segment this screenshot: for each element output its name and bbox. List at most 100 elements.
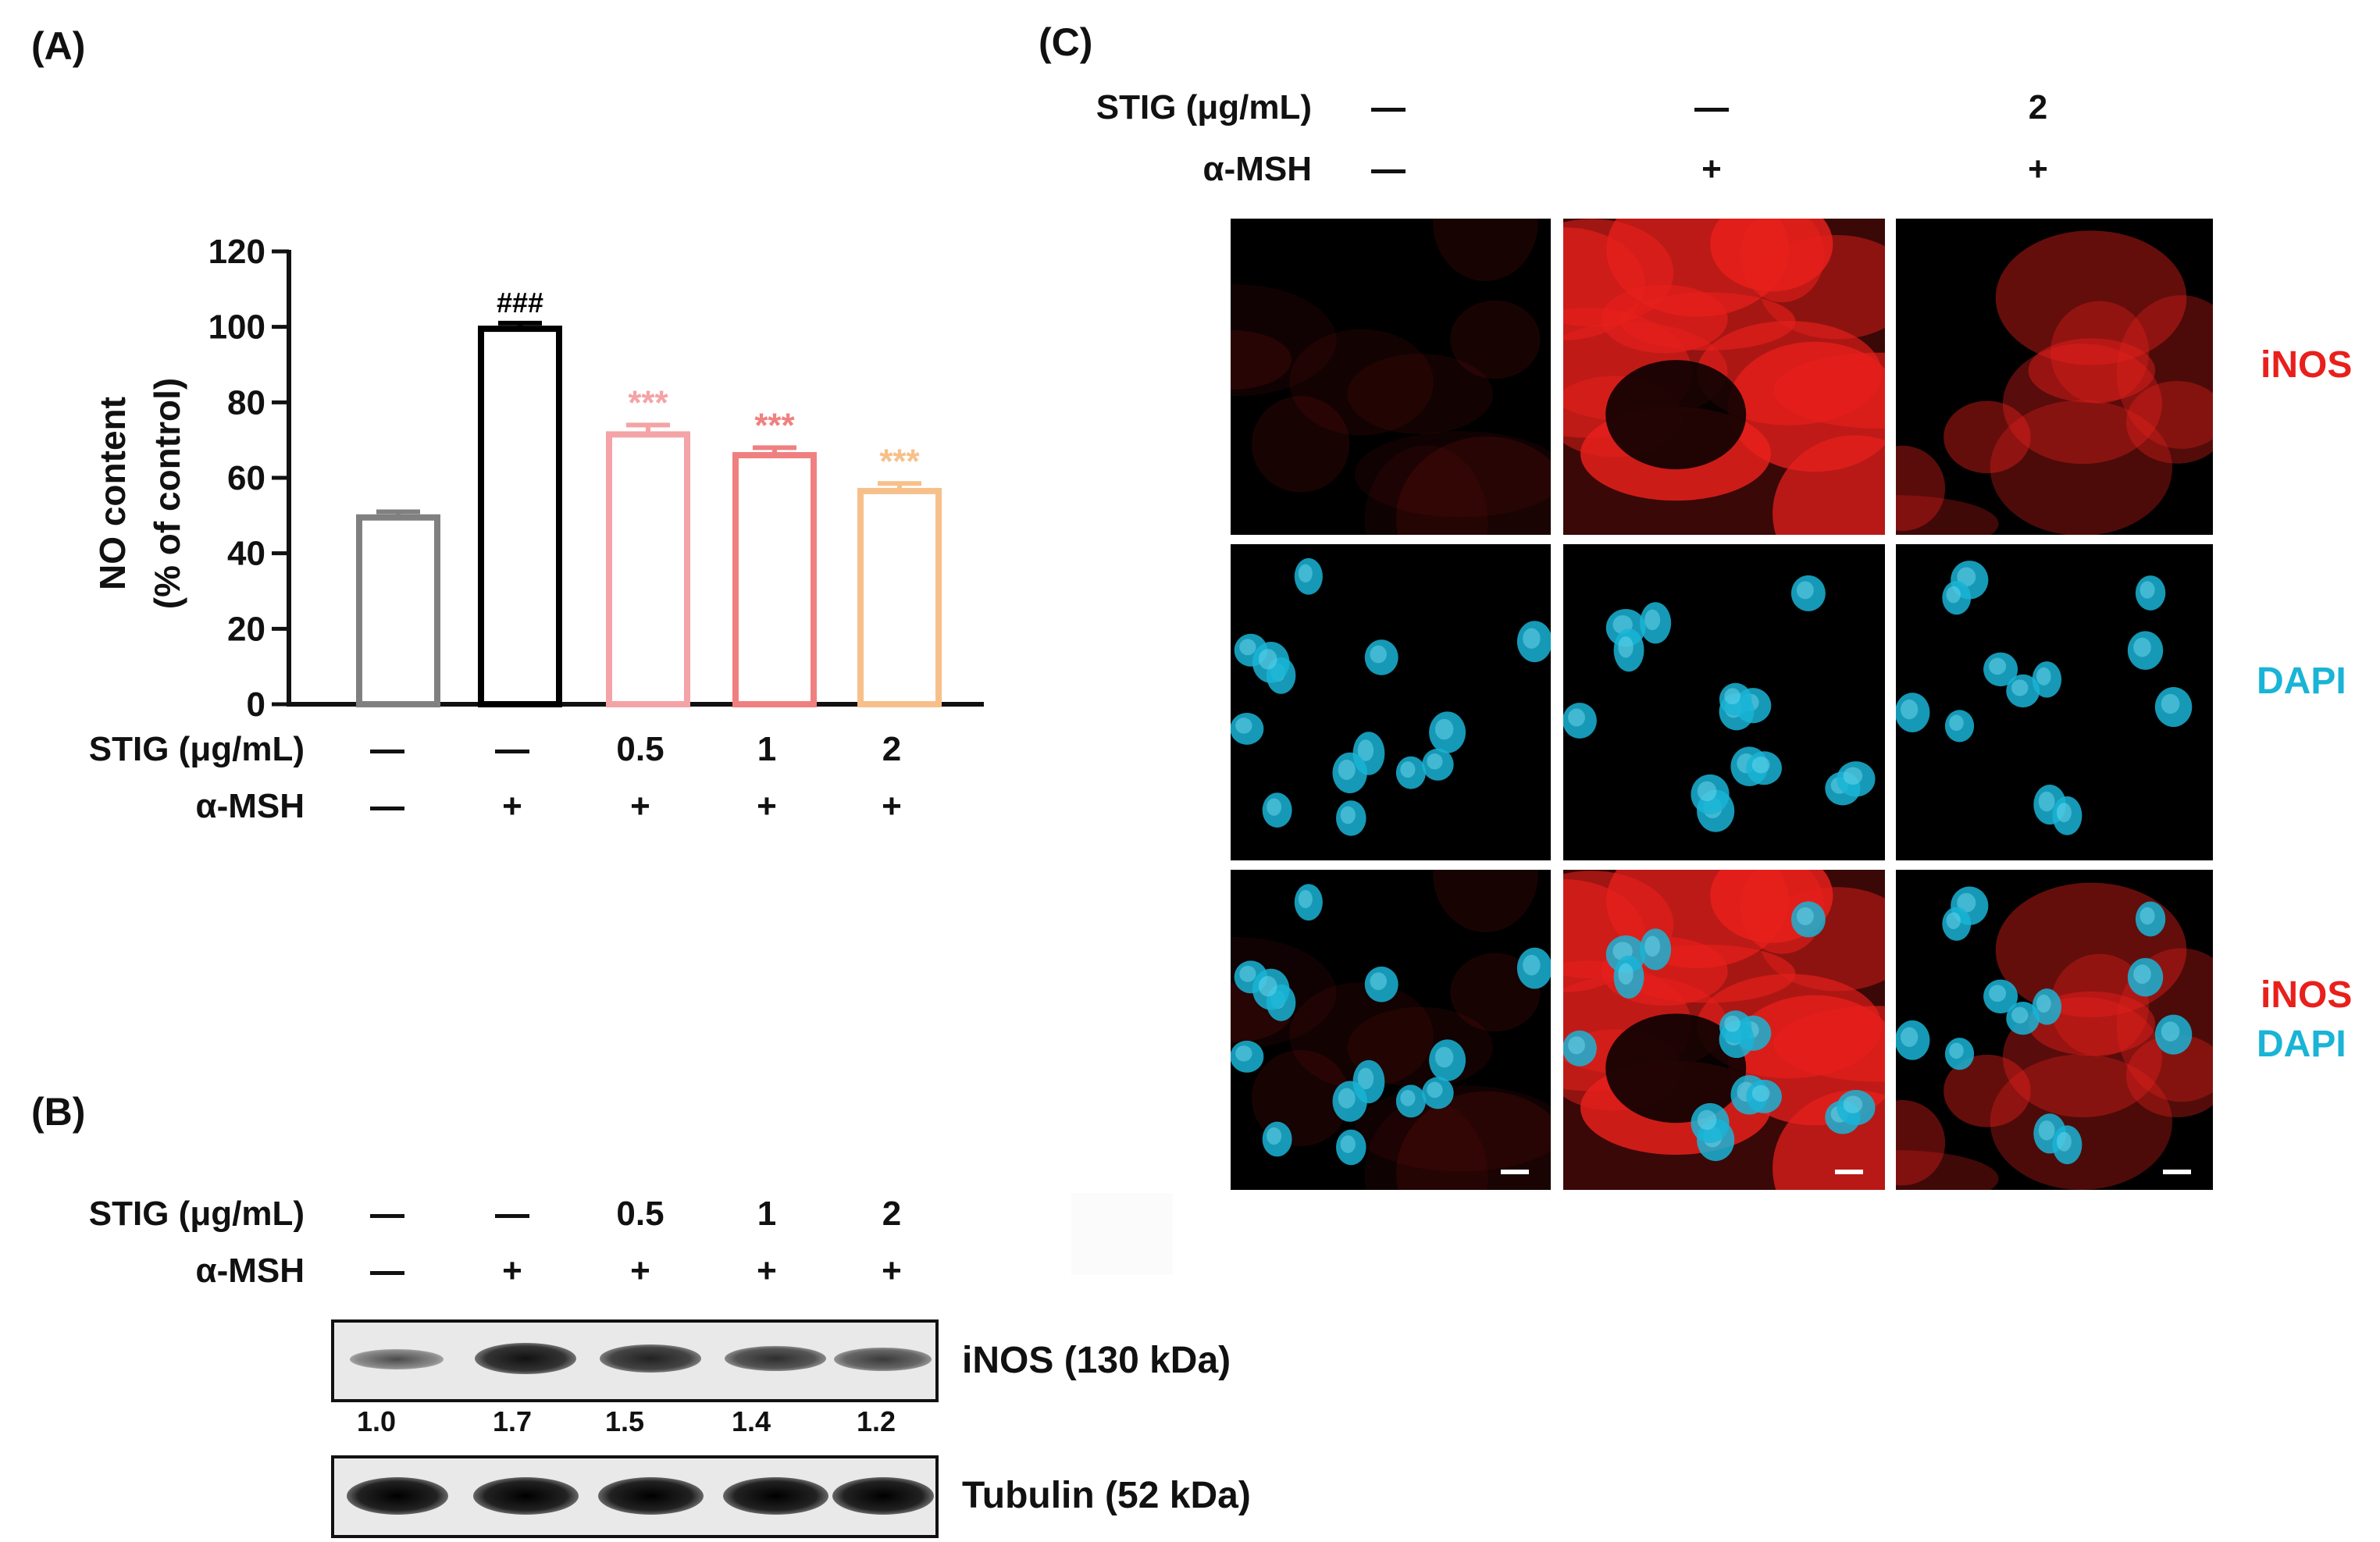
merge-image [1231, 870, 1551, 1190]
minus-dash [1371, 169, 1406, 173]
merge-image [1896, 870, 2213, 1190]
panel-c-stig-value: 2 [2028, 88, 2048, 126]
minus-dash [370, 806, 404, 810]
panel-a-msh-value: + [757, 787, 777, 825]
inos-blot-label: iNOS (130 kDa) [962, 1340, 1231, 1381]
dapi-image [1563, 544, 1885, 860]
minus-dash [370, 1213, 404, 1218]
panel-c-msh-value [1341, 150, 1435, 189]
tubulin-band [473, 1477, 579, 1515]
y-tick-label: 120 [208, 233, 265, 271]
inos-band [725, 1346, 826, 1371]
row-label-dapi: DAPI [2257, 661, 2346, 702]
micrograph-canvas [1563, 870, 1885, 1190]
panel-c-label: (C) [1039, 20, 1093, 64]
y-tick-label: 60 [227, 459, 265, 497]
minus-dash [495, 749, 529, 753]
panel-a-msh-value: + [882, 787, 902, 825]
significance-label: ### [497, 287, 543, 319]
panel-b-msh-value: + [882, 1252, 902, 1290]
y-tick-label: 100 [208, 308, 265, 347]
panel-c-msh-label: α-MSH [1202, 150, 1312, 188]
bar [732, 452, 817, 707]
panel-a-stig-value [465, 730, 559, 769]
micrograph-canvas [1563, 219, 1885, 535]
inos-quantification-value: 1.5 [604, 1405, 645, 1437]
y-tick-label: 80 [227, 383, 265, 422]
micrograph-canvas [1896, 230, 2213, 535]
scale-bar [1835, 1170, 1863, 1174]
row-label-inos: iNOS [2261, 344, 2353, 386]
faint-artifact [1071, 1193, 1173, 1275]
tubulin-band [832, 1477, 934, 1515]
inos-quantification-value: 1.0 [356, 1405, 397, 1437]
minus-dash [370, 749, 404, 753]
dapi-image [1896, 544, 2213, 860]
row-label-merge-inos: iNOS [2261, 974, 2353, 1016]
minus-dash [370, 1270, 404, 1275]
panel-b-msh-value: + [502, 1252, 522, 1290]
row-label-merge-dapi: DAPI [2257, 1024, 2346, 1065]
inos-quantification-value: 1.2 [856, 1405, 896, 1437]
y-tick-label: 20 [227, 610, 265, 648]
micrograph-canvas [1231, 219, 1551, 535]
bar [857, 487, 942, 707]
merge-image [1563, 870, 1885, 1190]
bar [356, 514, 440, 707]
panel-c-msh-value: + [1701, 150, 1722, 188]
y-tick-label: 0 [247, 686, 265, 724]
panel-c-stig-value [1665, 88, 1758, 127]
micrograph-canvas [1896, 882, 2213, 1190]
inos-band [834, 1348, 932, 1371]
dapi-image [1231, 544, 1551, 860]
panel-b-msh-label: α-MSH [195, 1252, 305, 1290]
panel-a-stig-value: 1 [757, 730, 777, 768]
tubulin-band [723, 1477, 828, 1515]
panel-b-msh-value [340, 1252, 434, 1291]
panel-b-stig-label: STIG (μg/mL) [88, 1195, 305, 1233]
panel-c-stig-label: STIG (μg/mL) [1096, 88, 1312, 126]
no-content-bar-chart: 0 20 40 60 80 100 120 NO content (% of control) #… [92, 233, 984, 724]
minus-dash [1694, 107, 1729, 112]
panel-c-stig-value [1341, 88, 1435, 127]
micrograph-canvas [1231, 870, 1551, 1190]
scale-bar [2163, 1170, 2191, 1174]
panel-a-msh-value: + [502, 787, 522, 825]
inos-quantification-value: 1.7 [492, 1405, 533, 1437]
minus-dash [1371, 107, 1406, 112]
y-tick-label: 40 [227, 535, 265, 573]
inos-image [1896, 219, 2213, 535]
panel-b-stig-value: 1 [757, 1195, 777, 1233]
inos-image [1563, 219, 1885, 535]
inos-band [600, 1344, 701, 1373]
micrograph-canvas [1231, 557, 1551, 836]
micrograph-canvas [1896, 561, 2193, 835]
y-axis-label: (% of control) [147, 378, 187, 609]
tubulin-blot-label: Tubulin (52 kDa) [962, 1475, 1251, 1516]
panel-a-msh-value: + [630, 787, 650, 825]
inos-band [475, 1343, 576, 1374]
inos-blot [331, 1319, 939, 1402]
y-axis-label: NO content [92, 397, 133, 590]
panel-b-stig-value [465, 1195, 559, 1234]
minus-dash [495, 1213, 529, 1218]
panel-c-msh-value: + [2028, 150, 2048, 188]
panel-b-stig-value: 0.5 [616, 1195, 664, 1233]
scale-bar [1501, 1170, 1529, 1174]
micrograph-canvas [1563, 575, 1876, 832]
inos-image [1231, 219, 1551, 535]
tubulin-band [347, 1477, 448, 1515]
panel-b-msh-value: + [630, 1252, 650, 1290]
panel-a-stig-value: 0.5 [616, 730, 664, 768]
significance-label: *** [879, 442, 920, 480]
bar [606, 431, 690, 707]
panel-b-stig-value: 2 [882, 1195, 902, 1233]
panel-b-stig-value [340, 1195, 434, 1234]
panel-a-stig-value [340, 730, 434, 769]
panel-a-label: (A) [31, 24, 86, 68]
significance-label: *** [628, 383, 668, 422]
inos-band [350, 1349, 444, 1369]
bar [478, 326, 562, 707]
panel-a-msh-label: α-MSH [195, 787, 305, 825]
panel-b-msh-value: + [757, 1252, 777, 1290]
